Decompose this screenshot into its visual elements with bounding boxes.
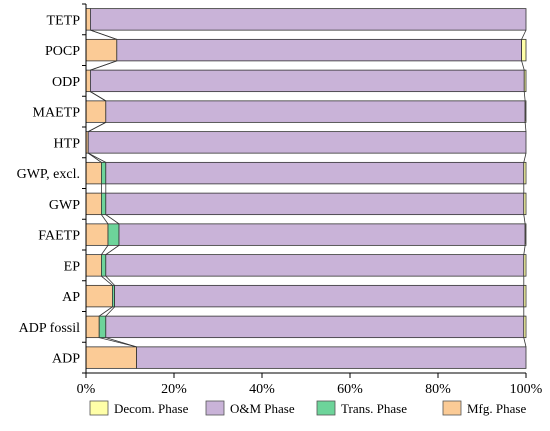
x-tick-label: 0% [77,382,96,397]
legend-label-trans-phase: Trans. Phase [341,401,407,416]
category-label-ep: EP [64,259,81,274]
category-label-adp-fossil: ADP fossil [19,321,80,336]
bar-decom-phase-ep [523,254,527,277]
legend-label-o-m-phase: O&M Phase [230,401,295,416]
bar-trans-phase-adp-fossil [98,315,107,339]
bar-mfg-phase-ep [85,254,102,277]
bar-o-m-phase-odp [90,69,525,93]
connector-line [521,29,527,40]
category-labels: TETP POCP ODP MAETP HTP GWP, excl. GWP FAETP EP A… [17,13,81,366]
bar-mfg-phase-adp [85,346,137,369]
bar-mfg-phase-ap [85,284,113,308]
category-label-odp: ODP [52,75,80,90]
bar-o-m-phase-htp [87,131,527,154]
bar-mfg-phase-tetp [85,8,91,31]
connector-line [90,91,107,102]
x-tick-label: 20% [161,382,187,397]
connector-line [90,60,117,71]
bar-o-m-phase-ep [105,254,525,277]
bar-mfg-phase-faetp [85,223,109,246]
bar-decom-phase-adp-fossil [523,315,527,339]
category-label-adp: ADP [52,352,80,367]
connector-line [101,214,109,225]
category-label-htp: HTP [54,136,81,151]
bar-mfg-phase-gwp-excl [85,161,102,185]
legend-swatch-mfg-phase [442,400,462,416]
bar-mfg-phase-adp-fossil [85,315,100,339]
bar-decom-phase-ap [523,284,527,308]
connector-line [98,306,113,317]
legend-label-mfg-phase: Mfg. Phase [467,401,526,416]
connector-line [523,337,527,347]
category-label-gwp: GWP [49,198,80,213]
category-label-pocp: POCP [45,44,80,59]
bar-decom-phase-maetp [524,100,527,123]
connector-line [105,306,115,317]
x-tick-label: 40% [249,382,275,397]
bar-o-m-phase-pocp [116,38,522,62]
legend-swatch-o-m-phase [205,400,225,416]
connector-line [105,245,120,255]
bar-o-m-phase-faetp [118,223,526,246]
connector-line [523,214,526,224]
category-label-ap: AP [62,290,80,305]
bar-o-m-phase-gwp-excl [105,161,525,185]
connector-line [521,60,525,71]
category-label-faetp: FAETP [38,229,80,244]
bar-mfg-phase-pocp [85,38,118,62]
legend-swatch-decom-phase [89,400,109,416]
connector-line [524,122,527,132]
bar-trans-phase-faetp [107,223,120,246]
bar-o-m-phase-adp-fossil [105,315,525,339]
legend-swatch-trans-phase [316,400,336,416]
bar-decom-phase-gwp [523,192,527,216]
axes [82,3,526,374]
bar-mfg-phase-maetp [85,100,107,123]
connector-line [523,245,526,255]
legend-label-decom-phase: Decom. Phase [114,401,189,416]
connector-line [101,245,109,255]
connector-line [90,29,117,40]
bar-trans-phase-ep [101,254,107,277]
connector-line [523,91,526,101]
bars [85,8,527,369]
bar-trans-phase-gwp-excl [101,161,107,185]
legend: Decom. Phase O&M Phase Trans. Phase Mfg. Ph… [89,400,526,416]
x-ticks: 0% 20% 40% 60% 80% 100% [77,373,543,397]
connector-line [105,275,115,286]
x-tick-label: 80% [425,382,451,397]
bar-decom-phase-pocp [521,38,527,62]
bar-o-m-phase-gwp [105,192,525,216]
category-label-gwp-excl: GWP, excl. [17,167,80,182]
category-label-maetp: MAETP [33,106,81,121]
bar-decom-phase-faetp [524,223,527,246]
bar-mfg-phase-gwp [85,192,102,216]
x-tick-label: 60% [337,382,363,397]
bar-o-m-phase-tetp [90,8,527,31]
connector-line [101,275,113,286]
connector-line [105,214,120,225]
connector-line [88,122,106,132]
connector-line [523,153,527,163]
bar-o-m-phase-maetp [105,100,526,123]
bar-o-m-phase-adp [136,346,527,369]
bar-decom-phase-odp [523,69,527,93]
bar-mfg-phase-odp [85,69,91,93]
bar-trans-phase-gwp [101,192,107,216]
category-label-tetp: TETP [47,13,81,28]
bar-o-m-phase-ap [114,284,525,308]
x-tick-label: 100% [510,382,543,397]
connector-line [105,337,137,348]
connector-line [88,152,106,163]
bar-decom-phase-gwp-excl [523,161,527,185]
bar-connectors [87,29,527,348]
